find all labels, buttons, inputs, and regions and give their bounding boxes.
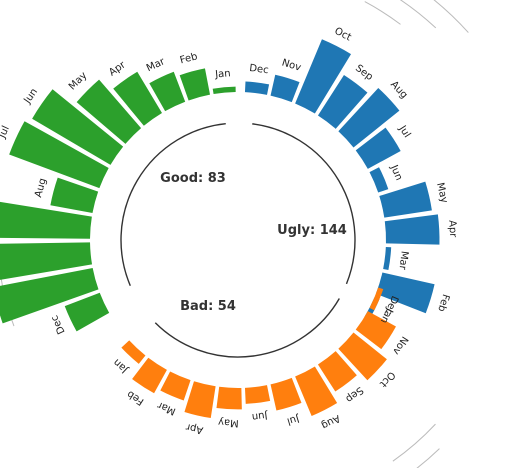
bar-bad-sep bbox=[317, 351, 357, 392]
outer-arc-3 bbox=[433, 0, 469, 33]
month-label-bad-jan: Jan bbox=[112, 356, 132, 375]
month-label-bad-mar: Mar bbox=[155, 399, 177, 417]
month-label-ugly-mar: Mar bbox=[145, 56, 168, 74]
month-label-bad-nov: Nov bbox=[390, 334, 410, 356]
group-label-bad: Bad: 54 bbox=[180, 299, 236, 314]
bar-good-may bbox=[379, 181, 432, 218]
bar-ugly-dec bbox=[64, 292, 110, 332]
bar-good-apr bbox=[384, 214, 440, 245]
month-label-bad-apr: Apr bbox=[184, 421, 204, 436]
month-label-bad-sep: Sep bbox=[343, 384, 365, 404]
bar-good-feb bbox=[375, 272, 435, 314]
bar-good-sep bbox=[317, 74, 368, 129]
month-label-ugly-aug: Aug bbox=[33, 177, 49, 199]
month-label-good-may: May bbox=[434, 182, 449, 205]
bar-bad-oct bbox=[338, 332, 387, 381]
bar-ugly-mar bbox=[149, 71, 186, 112]
bar-bad-aug bbox=[295, 366, 338, 417]
month-label-bad-jun: Jun bbox=[251, 409, 269, 422]
bar-ugly-feb bbox=[179, 68, 211, 101]
bar-good-jun bbox=[369, 167, 389, 193]
bar-ugly-jun bbox=[32, 89, 124, 165]
month-label-good-jun: Jun bbox=[388, 163, 405, 183]
outer-arc-5 bbox=[416, 448, 440, 468]
month-label-good-apr: Apr bbox=[446, 220, 458, 239]
month-label-bad-aug: Aug bbox=[319, 412, 341, 431]
month-label-ugly-may: May bbox=[67, 70, 89, 92]
outer-arc-1 bbox=[364, 1, 401, 25]
bar-bad-may bbox=[216, 386, 242, 410]
bar-good-nov bbox=[270, 74, 300, 103]
month-label-good-oct: Oct bbox=[332, 26, 352, 44]
outer-arc-4 bbox=[392, 423, 436, 462]
month-label-bad-feb: Feb bbox=[125, 388, 146, 407]
group-label-ugly: Ugly: 144 bbox=[277, 223, 347, 238]
bar-good-aug bbox=[338, 87, 400, 148]
bars-layer bbox=[0, 39, 440, 419]
month-label-good-feb: Feb bbox=[435, 293, 451, 313]
inner-arc-bad bbox=[154, 298, 340, 358]
bar-bad-jul bbox=[270, 377, 302, 411]
inner-arc-good bbox=[120, 122, 226, 286]
month-label-ugly-feb: Feb bbox=[179, 51, 199, 66]
month-label-bad-oct: Oct bbox=[377, 369, 397, 389]
month-label-good-aug: Aug bbox=[388, 79, 409, 101]
inner-arc-ugly bbox=[252, 123, 356, 285]
month-label-ugly-dec: Dec bbox=[49, 313, 67, 335]
inner-group-arcs bbox=[120, 122, 356, 358]
bar-bad-jun bbox=[244, 385, 271, 404]
month-label-bad-may: May bbox=[218, 416, 239, 428]
bar-ugly-sep bbox=[0, 201, 92, 239]
bar-ugly-jul bbox=[9, 121, 109, 189]
bar-bad-dec bbox=[369, 287, 384, 311]
bar-good-mar bbox=[383, 246, 392, 271]
bar-ugly-nov bbox=[0, 267, 99, 324]
month-label-good-sep: Sep bbox=[353, 63, 375, 83]
bar-bad-feb bbox=[132, 357, 167, 394]
month-label-ugly-jan: Jan bbox=[214, 68, 231, 80]
month-label-good-mar: Mar bbox=[396, 250, 409, 271]
bar-good-jul bbox=[355, 127, 401, 169]
month-label-bad-jul: Jul bbox=[286, 412, 302, 426]
group-label-good: Good: 83 bbox=[160, 171, 226, 186]
bar-ugly-aug bbox=[50, 177, 99, 214]
bar-ugly-jan bbox=[212, 86, 236, 95]
bar-bad-mar bbox=[160, 371, 191, 401]
bar-ugly-may bbox=[76, 79, 142, 144]
bar-good-dec bbox=[244, 81, 270, 95]
month-label-good-nov: Nov bbox=[280, 57, 302, 73]
month-label-good-dec: Dec bbox=[249, 63, 270, 76]
bar-ugly-oct bbox=[0, 242, 93, 280]
bar-bad-jan bbox=[121, 340, 146, 364]
bar-bad-apr bbox=[184, 381, 216, 419]
bar-ugly-apr bbox=[113, 71, 162, 126]
month-label-ugly-jun: Jun bbox=[22, 87, 41, 107]
bar-good-oct bbox=[295, 39, 352, 114]
outer-arc-2 bbox=[399, 0, 437, 29]
bar-bad-nov bbox=[355, 311, 396, 350]
month-label-ugly-apr: Apr bbox=[107, 59, 128, 78]
month-label-good-jul: Jul bbox=[396, 123, 412, 140]
month-label-ugly-jul: Jul bbox=[0, 124, 12, 140]
